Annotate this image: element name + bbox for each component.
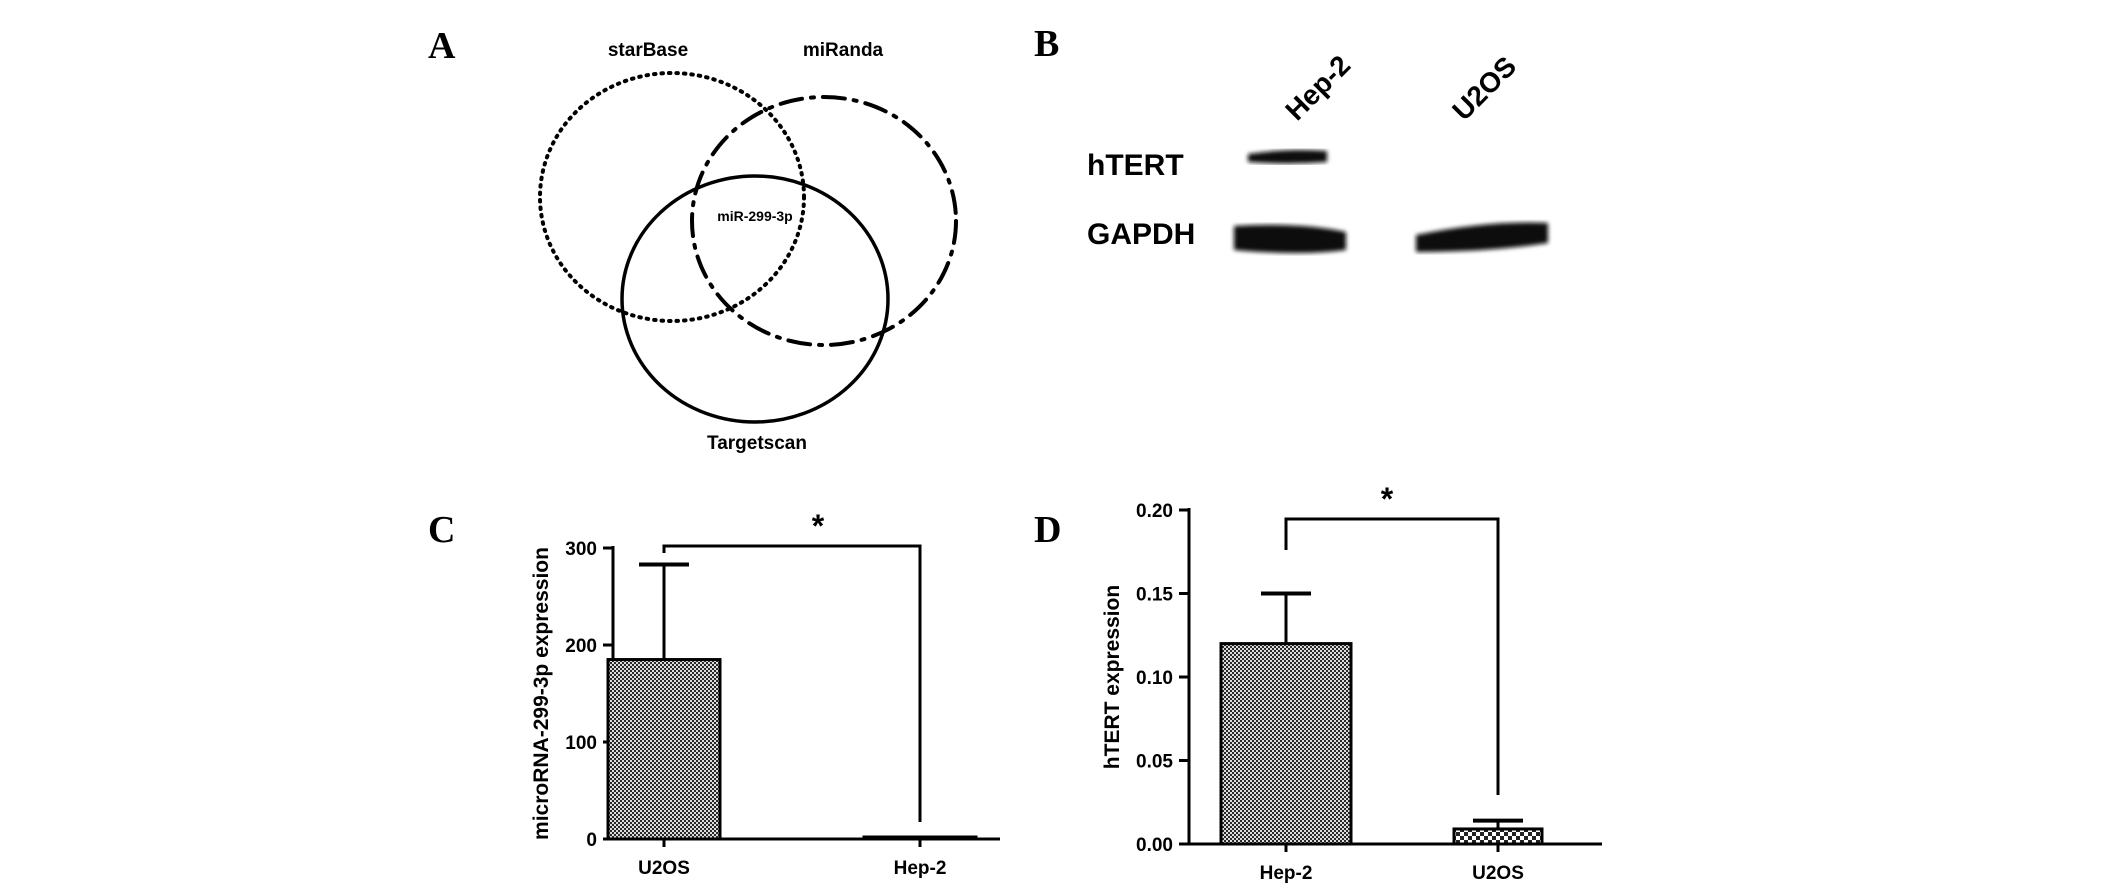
chart-c-y-tick-label: 0 [586,830,597,851]
band-gapdh-u2os [1416,222,1548,252]
band-htert-hep2 [1248,150,1327,164]
venn-circle-starbase [538,71,806,323]
chart-d-category-label: Hep-2 [1260,863,1313,884]
chart-c: 0 100 200 300 microRNA-299-3p expression U2OS… [530,508,1000,879]
panel-d-letter: D [1034,509,1061,551]
chart-c-category-label: U2OS [638,858,690,879]
panel-c-letter: C [428,509,455,551]
blot-row-label-gapdh: GAPDH [1087,218,1195,251]
panel-a-letter: A [428,25,456,67]
chart-d-bar [1452,827,1544,846]
chart-c-bar [862,835,978,841]
panel-d: D 0.00 0.05 0.10 0.15 0.20 hTERT expression He… [1034,481,1602,884]
chart-c-category-label: Hep-2 [894,858,947,879]
venn-label-miranda: miRanda [803,40,884,61]
panel-a: A starBase miRanda miR-299-3p Targetscan [428,25,958,454]
chart-c-significance-star: * [812,508,825,544]
chart-d-y-axis-title: hTERT expression [1101,585,1124,769]
venn-label-targetscan: Targetscan [707,433,807,454]
chart-c-y-axis-title: microRNA-299-3p expression [530,547,553,840]
chart-d-y-tick-label: 0.05 [1136,752,1173,773]
panel-c: C 0 100 200 300 microRNA-299-3p expression U2… [428,508,1000,879]
venn-circle-miranda [690,95,958,347]
venn-center-mirna: miR-299-3p [717,208,792,224]
blot-row-label-htert: hTERT [1087,149,1184,182]
chart-d-y-tick-label: 0.00 [1136,835,1173,856]
chart-c-bar [606,658,722,841]
chart-d-category-label: U2OS [1472,863,1524,884]
lane-label-u2os: U2OS [1446,50,1522,126]
venn-circle-targetscan [620,174,890,424]
panel-b: B Hep-2 U2OS hTERT GAPDH [1034,23,1548,253]
chart-c-y-tick-label: 300 [565,539,597,560]
chart-c-y-tick-label: 100 [565,733,597,754]
chart-d-y-tick-label: 0.15 [1136,585,1173,606]
chart-d-significance-bracket [1284,517,1500,795]
chart-d-significance-star: * [1381,481,1394,517]
band-gapdh-hep2 [1234,224,1346,253]
chart-c-significance-bracket [662,544,922,822]
chart-d-y-tick-label: 0.20 [1136,501,1173,522]
panel-b-letter: B [1034,23,1059,65]
chart-d-y-tick-label: 0.10 [1136,668,1173,689]
chart-c-y-tick-label: 200 [565,636,597,657]
lane-label-hep2: Hep-2 [1279,49,1356,126]
venn-label-starbase: starBase [608,40,688,61]
chart-d-bar [1219,642,1353,846]
chart-d: 0.00 0.05 0.10 0.15 0.20 hTERT expression Hep-… [1101,481,1602,884]
